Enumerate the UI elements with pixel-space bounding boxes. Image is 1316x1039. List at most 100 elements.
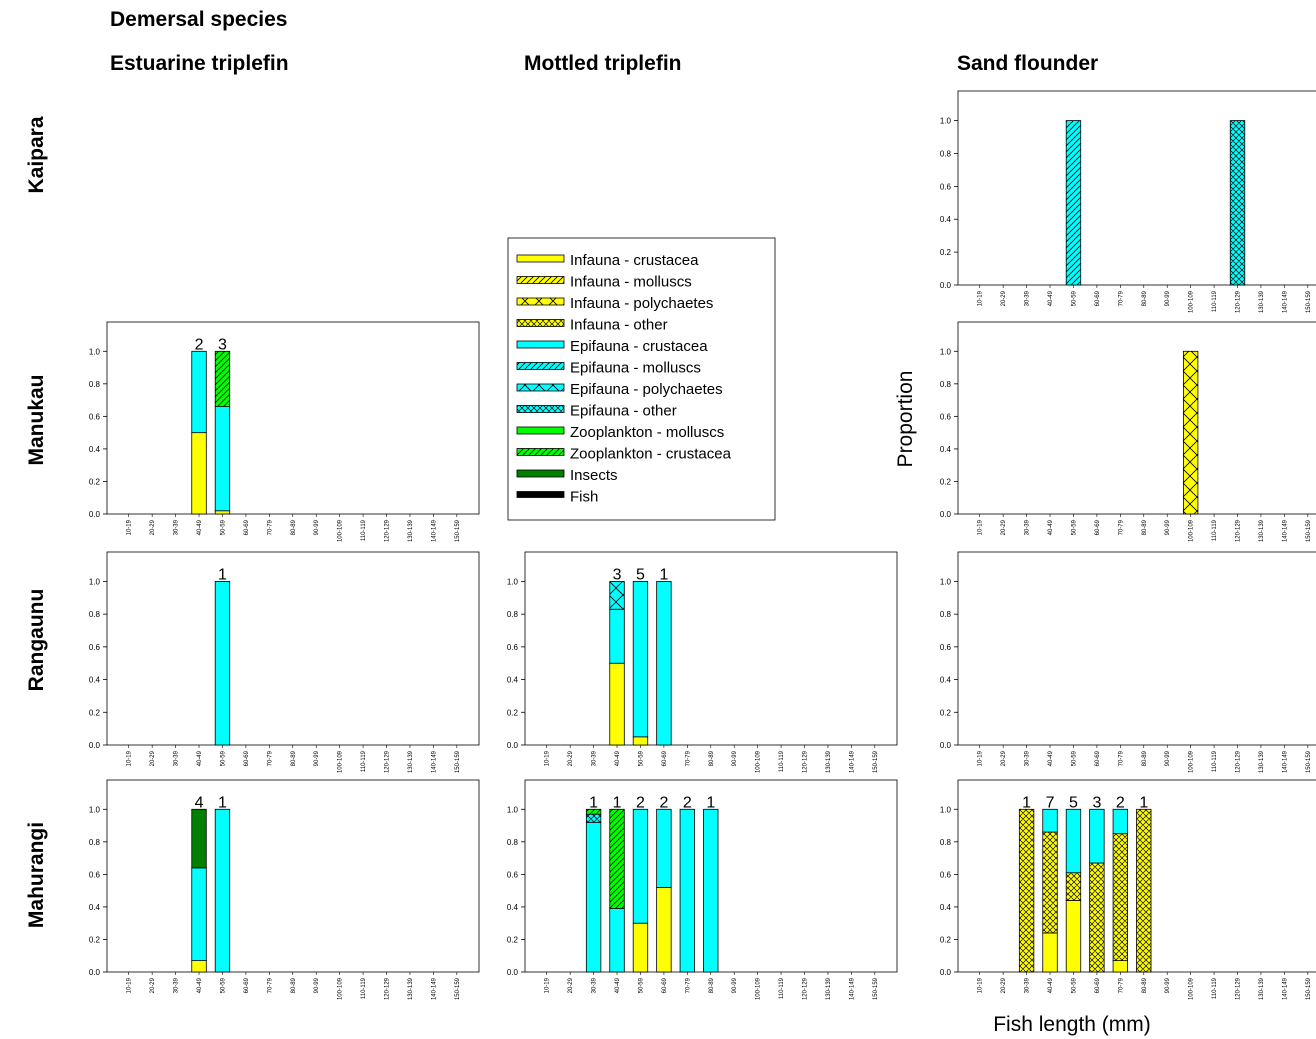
x-tick-label: 140-149 (431, 750, 437, 773)
x-tick-label: 140-149 (849, 977, 855, 1000)
x-tick-label: 130-139 (408, 977, 414, 1000)
bar-segment-epifauna-crustacea (214, 581, 231, 746)
x-tick-label: 140-149 (1282, 519, 1288, 542)
legend: Infauna - crustacea Infauna - molluscs Inf… (507, 237, 776, 521)
y-tick-label: 0.8 (940, 149, 952, 158)
x-tick-label: 140-149 (431, 519, 437, 542)
x-tick-label: 80-89 (709, 977, 715, 993)
x-tick-label: 10-19 (127, 977, 133, 993)
legend-swatch (516, 491, 565, 498)
x-tick-label: 110-119 (1212, 290, 1218, 312)
bar-segment-epifauna-crustacea (1112, 808, 1128, 835)
x-tick-label: 100-109 (338, 750, 344, 773)
panel-mahurangi-estuarine-triplefin: 0.0 0.2 0.4 0.6 0.8 1.0 10-19 20-29 30-39 40-49 50… (89, 779, 480, 1000)
x-tick-label: 90-99 (1165, 750, 1171, 766)
y-tick-label: 0.4 (89, 445, 101, 454)
x-tick-label: 40-49 (197, 977, 203, 993)
x-tick-label: 120-129 (1236, 519, 1242, 542)
legend-label: Zooplankton - molluscs (570, 424, 724, 441)
bar-segment-infauna-other (1065, 872, 1082, 901)
x-tick-label: 70-79 (267, 977, 273, 993)
x-tick-label: 10-19 (978, 290, 984, 306)
x-tick-label: 80-89 (1142, 977, 1148, 993)
legend-item-fish: Fish (516, 489, 598, 506)
y-tick-label: 0.6 (507, 643, 519, 652)
x-tick-label: 90-99 (1165, 519, 1171, 535)
x-tick-label: 140-149 (1282, 977, 1288, 1000)
y-tick-label: 0.4 (507, 676, 519, 685)
y-tick-label: 1.0 (940, 117, 952, 126)
x-tick-label: 130-139 (1259, 977, 1265, 1000)
y-tick-label: 0.0 (940, 741, 952, 750)
bar-segment-epifauna-crustacea (191, 867, 207, 962)
x-tick-label: 10-19 (127, 750, 133, 766)
x-tick-label: 20-29 (568, 750, 574, 766)
x-tick-label: 10-19 (978, 750, 984, 766)
bar-count-label: 1 (1139, 794, 1148, 811)
x-tick-label: 150-159 (1306, 519, 1312, 542)
x-tick-label: 90-99 (1165, 977, 1171, 993)
bar-count-label: 2 (683, 794, 692, 811)
x-tick-label: 100-109 (756, 977, 762, 1000)
legend-item-epifauna-molluscs: Epifauna - molluscs (516, 360, 701, 377)
y-tick-label: 1.0 (940, 805, 952, 814)
panel-kaipara-sand-flounder: 0.0 0.2 0.4 0.6 0.8 1.0 10-19 20-29 30-39 40-49 50… (940, 90, 1316, 313)
x-tick-label: 150-159 (455, 519, 461, 542)
bar-count-label: 2 (636, 794, 645, 811)
x-tick-label: 30-39 (174, 977, 180, 993)
x-tick-label: 20-29 (150, 977, 156, 993)
y-tick-label: 0.0 (940, 510, 952, 519)
bar-segment-insects (191, 808, 207, 869)
y-tick-label: 0.0 (89, 741, 101, 750)
y-tick-label: 0.0 (89, 968, 101, 977)
x-tick-label: 40-49 (615, 977, 621, 993)
panel-rangaunu-sand-flounder: 0.0 0.2 0.4 0.6 0.8 1.0 10-19 20-29 30-39 40-49 50… (940, 551, 1316, 773)
panel-mahurangi-mottled-triplefin: 0.0 0.2 0.4 0.6 0.8 1.0 10-19 20-29 30-39 40-49 50… (507, 779, 898, 1000)
y-tick-label: 0.6 (940, 182, 952, 191)
x-tick-label: 140-149 (431, 977, 437, 1000)
bar-segment-epifauna-crustacea (632, 808, 649, 924)
legend-label: Zooplankton - crustacea (570, 446, 732, 463)
x-tick-label: 30-39 (174, 750, 180, 766)
bar-segment-epifauna-crustacea (1042, 808, 1058, 833)
x-tick-label: 40-49 (1048, 519, 1054, 535)
y-tick-label: 0.4 (940, 676, 952, 685)
bar-segment-epifauna-crustacea (214, 406, 231, 512)
legend-item-infauna-other: Infauna - other (516, 317, 668, 334)
x-tick-label: 110-119 (361, 977, 367, 999)
bar-segment-infauna-crustacea (1112, 960, 1128, 973)
x-tick-label: 110-119 (1212, 977, 1218, 999)
plot-frame (957, 321, 1316, 515)
y-tick-label: 0.8 (940, 838, 952, 847)
y-axis-label: Proportion (894, 371, 917, 468)
y-tick-label: 0.4 (507, 903, 519, 912)
x-tick-label: 80-89 (291, 977, 297, 993)
legend-label: Infauna - polychaetes (570, 295, 713, 312)
y-tick-label: 0.4 (89, 903, 101, 912)
panel-manukau-sand-flounder: 0.0 0.2 0.4 0.6 0.8 1.0 10-19 20-29 30-39 40-49 50… (940, 321, 1316, 542)
x-tick-label: 130-139 (1259, 519, 1265, 542)
legend-item-infauna-polychaetes: Infauna - polychaetes (516, 295, 713, 312)
x-tick-label: 80-89 (291, 519, 297, 535)
bar-segment-epifauna-crustacea (191, 350, 207, 434)
x-tick-label: 60-69 (662, 977, 668, 993)
y-tick-label: 0.6 (940, 643, 952, 652)
legend-item-epifauna-other: Epifauna - other (516, 403, 677, 420)
x-tick-label: 50-59 (220, 750, 226, 766)
x-tick-label: 100-109 (1189, 290, 1195, 313)
y-tick-label: 0.6 (507, 870, 519, 879)
y-tick-label: 1.0 (507, 805, 519, 814)
x-tick-label: 40-49 (1048, 977, 1054, 993)
x-tick-label: 120-129 (803, 977, 809, 1000)
x-tick-label: 150-159 (1306, 977, 1312, 1000)
bar-segment-epifauna-crustacea (214, 808, 231, 973)
x-tick-label: 70-79 (685, 977, 691, 993)
x-tick-label: 80-89 (1142, 290, 1148, 306)
x-tick-label: 70-79 (267, 750, 273, 766)
bar-segment-epifauna-crustacea (609, 608, 625, 664)
x-tick-label: 30-39 (174, 519, 180, 535)
x-tick-label: 120-129 (803, 750, 809, 773)
legend-swatch (516, 448, 565, 456)
y-tick-label: 1.0 (940, 347, 952, 356)
y-tick-label: 0.6 (89, 643, 101, 652)
